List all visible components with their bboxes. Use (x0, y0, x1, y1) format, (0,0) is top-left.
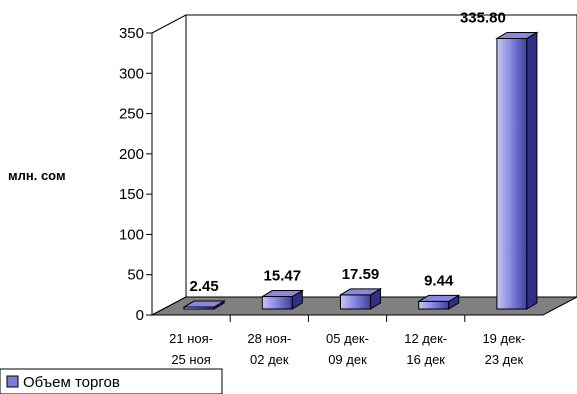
y-axis-label: млн. сом (8, 168, 66, 183)
x-tick-label: 09 дек (328, 352, 367, 367)
x-tick-label: 25 ноя (171, 352, 211, 367)
bar-front (340, 294, 371, 310)
y-tick-label: 100 (119, 226, 144, 243)
bar (182, 300, 226, 310)
x-tick-label: 19 дек- (482, 331, 525, 346)
legend-entry: Объем торгов (23, 374, 120, 391)
x-tick-label: 02 дек (250, 352, 289, 367)
bar (338, 287, 383, 310)
bar-front (418, 300, 450, 310)
data-label: 15.47 (264, 268, 302, 285)
y-axis: 0 50 100 150 200 250 300 350 (119, 25, 153, 324)
bar-front (261, 296, 293, 310)
legend-swatch (6, 375, 19, 388)
side-wall (151, 14, 187, 316)
data-label: 9.44 (424, 272, 454, 289)
y-tick-label: 150 (119, 186, 144, 203)
y-tick-label: 250 (119, 106, 144, 123)
bar-top (338, 288, 383, 296)
data-label: 2.45 (189, 278, 218, 295)
x-tick-label: 28 ноя- (247, 331, 291, 346)
bar-top (416, 294, 461, 302)
x-tick-label: 12 дек- (404, 331, 447, 346)
bar-top (182, 300, 226, 308)
data-label: 335.80 (460, 9, 506, 26)
x-tick-label: 23 дек (485, 352, 524, 367)
x-tick-label: 21 ноя- (169, 331, 213, 346)
legend: Объем торгов (0, 368, 223, 394)
x-tick-label: 16 дек (406, 352, 445, 367)
y-tick-label: 50 (127, 267, 144, 284)
y-tick-label: 0 (136, 307, 144, 324)
data-labels: 2.45 15.47 17.59 9.44 335.80 (189, 9, 505, 295)
data-label: 17.59 (342, 266, 380, 283)
legend-box (0, 368, 223, 394)
bar (260, 289, 305, 310)
y-tick-label: 300 (119, 65, 144, 82)
y-tick-label: 350 (119, 25, 144, 42)
bar (416, 294, 461, 310)
back-wall (185, 14, 577, 298)
bars (182, 31, 539, 310)
bar-top (260, 290, 305, 298)
x-axis-labels: 21 ноя- 25 ноя 28 ноя- 02 дек 05 дек- 09 дек 1… (169, 315, 525, 367)
bar-side (526, 31, 538, 310)
y-tick-label: 200 (119, 146, 144, 163)
bar-top (495, 31, 539, 39)
bar (495, 31, 539, 310)
x-tick-label: 05 дек- (326, 331, 369, 346)
bar-front (496, 37, 528, 310)
